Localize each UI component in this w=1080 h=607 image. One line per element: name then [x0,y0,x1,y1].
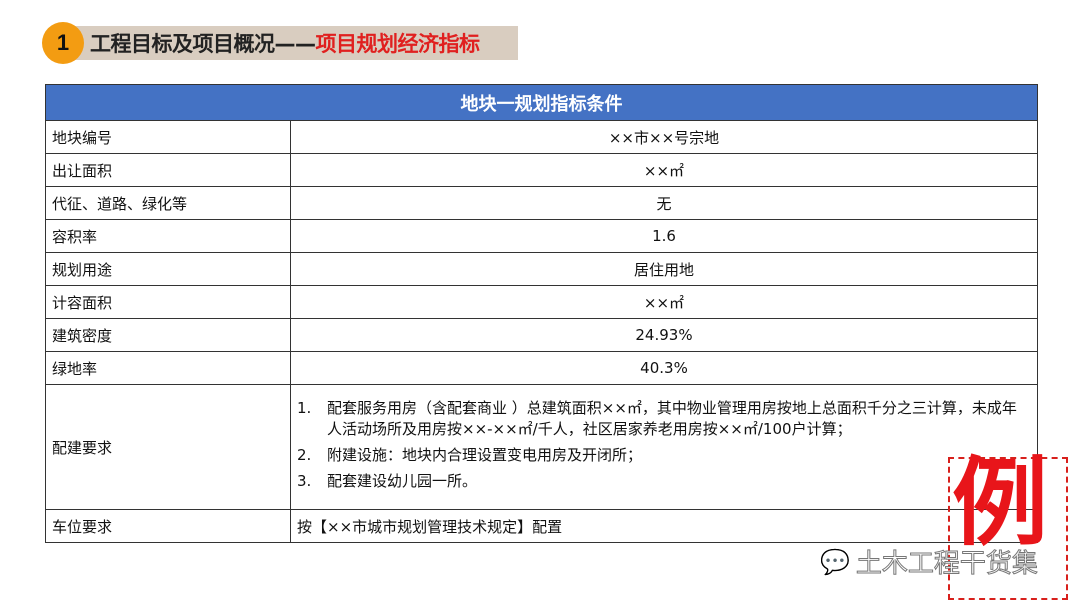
row-label: 车位要求 [45,509,291,543]
table-row: 计容面积 ××㎡ [45,285,1038,319]
table-row: 规划用途 居住用地 [45,252,1038,286]
row-label: 建筑密度 [45,318,291,352]
page-title: 工程目标及项目概况——项目规划经济指标 [90,28,480,58]
table-row-facilities: 配建要求 1. 配套服务用房（含配套商业 ）总建筑面积××㎡，其中物业管理用房按地… [45,384,1038,510]
row-value: 24.93% [290,318,1038,352]
section-number-badge: 1 [42,22,84,64]
facilities-list: 1. 配套服务用房（含配套商业 ）总建筑面积××㎡，其中物业管理用房按地上总面积千… [290,384,1038,510]
table-row: 出让面积 ××㎡ [45,153,1038,187]
table-row: 绿地率 40.3% [45,351,1038,385]
list-item: 2. 附建设施：地块内合理设置变电用房及开闭所； [297,445,1031,466]
row-label: 绿地率 [45,351,291,385]
row-value: 40.3% [290,351,1038,385]
row-label: 计容面积 [45,285,291,319]
wechat-icon: 💬 [820,547,851,576]
table-row: 代征、道路、绿化等无 [45,186,1038,220]
list-item: 3. 配套建设幼儿园一所。 [297,471,1031,492]
table-row: 建筑密度 24.93% [45,318,1038,352]
item-text: 附建设施：地块内合理设置变电用房及开闭所； [327,445,643,464]
row-label: 地块编号 [45,120,291,154]
example-stamp: 例 [952,447,1048,559]
watermark-text: 土木工程干货集 [855,549,1038,580]
item-number: 3. [297,471,312,490]
row-value: 1.6 [290,219,1038,253]
planning-indicators-table: 地块一规划指标条件 地块编号 ××市××号宗地 出让面积 ××㎡ 代征、道路、绿化等… [45,84,1038,543]
row-value: 无 [290,186,1038,220]
item-number: 1. [297,398,312,417]
title-highlight: 项目规划经济指标 [315,32,481,56]
watermark: 💬 土木工程干货集 [820,543,1039,580]
row-value: ××市××号宗地 [290,120,1038,154]
title-main: 工程目标及项目概况—— [90,32,316,56]
table-caption: 地块一规划指标条件 [45,84,1038,121]
row-label: 代征、道路、绿化等 [45,186,291,220]
row-value: ××㎡ [290,285,1038,319]
table-row: 容积率 1.6 [45,219,1038,253]
row-label: 配建要求 [45,384,291,510]
title-background [62,26,518,60]
table-row-parking: 车位要求 按【××市城市规划管理技术规定】配置 [45,509,1038,543]
row-label: 容积率 [45,219,291,253]
table-row: 地块编号 ××市××号宗地 [45,120,1038,154]
row-label: 出让面积 [45,153,291,187]
list-item: 1. 配套服务用房（含配套商业 ）总建筑面积××㎡，其中物业管理用房按地上总面积千… [297,398,1031,440]
item-text: 配套建设幼儿园一所。 [327,471,478,490]
row-value: 按【××市城市规划管理技术规定】配置 [290,509,1038,543]
item-number: 2. [297,445,312,464]
row-label: 规划用途 [45,252,291,286]
row-value: ××㎡ [290,153,1038,187]
item-text: 配套服务用房（含配套商业 ）总建筑面积××㎡，其中物业管理用房按地上总面积千分之… [327,398,1017,438]
row-value: 居住用地 [290,252,1038,286]
example-stamp-frame [948,457,1068,600]
